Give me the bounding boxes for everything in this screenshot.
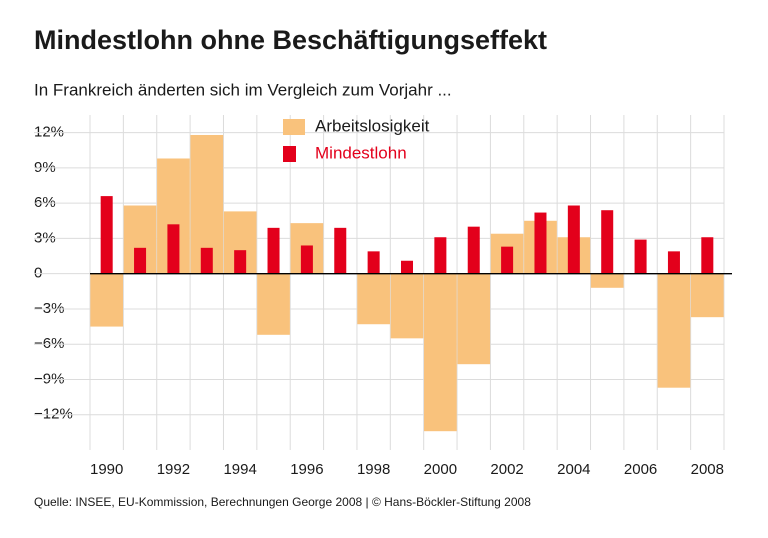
x-tick-label: 1996 xyxy=(290,461,323,478)
bar xyxy=(567,205,580,274)
bar xyxy=(400,260,414,274)
y-tick-label: 6% xyxy=(34,194,56,211)
x-tick-label: 2006 xyxy=(624,461,657,478)
chart-subtitle: In Frankreich änderten sich im Vergleich… xyxy=(34,80,452,99)
bar xyxy=(434,237,447,274)
source: Quelle: INSEE, EU-Kommission, Berechnung… xyxy=(34,495,531,509)
bar xyxy=(390,273,424,339)
bar xyxy=(601,210,614,274)
bar xyxy=(90,273,124,327)
y-tick-label: −3% xyxy=(34,300,64,317)
x-tick-label: 1994 xyxy=(223,461,256,478)
x-tick-label: 2002 xyxy=(490,461,523,478)
y-tick-label: 0 xyxy=(34,265,42,282)
bar xyxy=(657,273,691,388)
y-tick-label: −9% xyxy=(34,370,64,387)
bar xyxy=(234,250,247,274)
bar xyxy=(424,273,457,432)
x-tick-label: 2000 xyxy=(424,461,457,478)
bar xyxy=(534,212,547,274)
x-tick-label: 1992 xyxy=(157,461,190,478)
y-tick-label: 9% xyxy=(34,159,56,176)
bar xyxy=(257,273,290,335)
legend-label: Arbeitslosigkeit xyxy=(315,116,430,135)
y-tick-label: −6% xyxy=(34,335,64,352)
bar xyxy=(300,245,313,274)
bar xyxy=(334,227,347,274)
x-tick-label: 1990 xyxy=(90,461,123,478)
bar xyxy=(501,246,514,274)
bar xyxy=(367,251,380,274)
bar xyxy=(634,239,647,274)
bar xyxy=(701,237,714,274)
bar xyxy=(167,224,180,274)
bar xyxy=(134,247,147,274)
bar xyxy=(100,196,113,274)
x-tick-label: 2004 xyxy=(557,461,590,478)
bar xyxy=(457,273,491,365)
bar xyxy=(667,251,680,274)
chart-title: Mindestlohn ohne Beschäftigungseffekt xyxy=(34,25,547,55)
y-tick-label: −12% xyxy=(34,406,73,423)
bar xyxy=(467,226,480,274)
bar xyxy=(200,247,213,274)
bar xyxy=(590,273,624,288)
legend-swatch xyxy=(283,119,305,135)
x-tick-label: 2008 xyxy=(691,461,724,478)
bar xyxy=(690,273,724,318)
y-tick-label: 12% xyxy=(34,124,64,141)
x-tick-label: 1998 xyxy=(357,461,390,478)
bar xyxy=(357,273,390,325)
bar xyxy=(267,227,280,274)
legend-label: Mindestlohn xyxy=(315,143,407,162)
legend-swatch xyxy=(283,146,296,162)
y-tick-label: 3% xyxy=(34,229,56,246)
